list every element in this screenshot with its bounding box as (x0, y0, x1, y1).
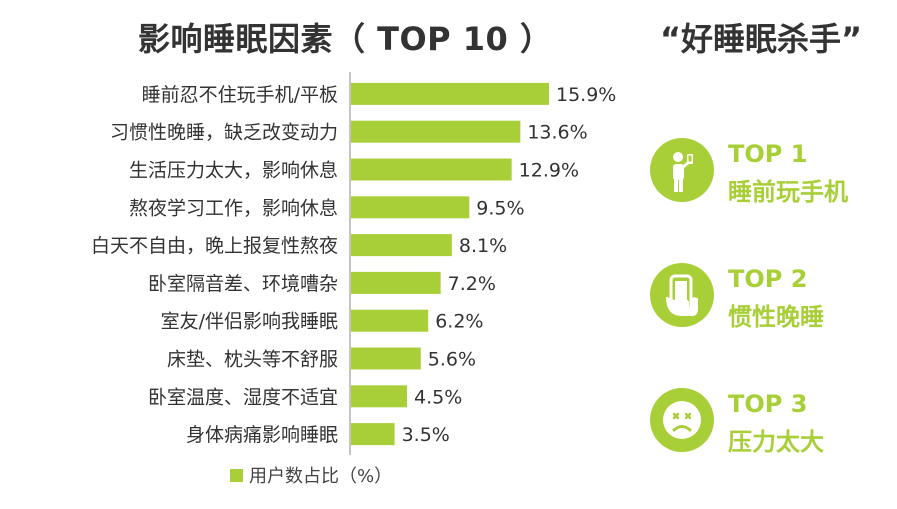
value-label: 12.9% (519, 160, 579, 182)
killer-rank: TOP 1 (728, 140, 808, 168)
legend: 用户数占比（%） (230, 462, 392, 488)
legend-label: 用户数占比（%） (249, 466, 393, 487)
value-label: 5.6% (428, 349, 476, 371)
value-label: 15.9% (556, 84, 616, 106)
bar (351, 423, 395, 446)
killer-top-1: TOP 1 睡前玩手机 (650, 138, 890, 208)
killer-rank: TOP 2 (728, 265, 808, 293)
person-phone-icon (650, 138, 714, 202)
bar (351, 347, 421, 370)
killer-top-3: TOP 3 压力太大 (650, 388, 890, 458)
bar (351, 196, 470, 219)
category-label: 白天不自由，晚上报复性熬夜 (91, 235, 338, 257)
legend-swatch (230, 468, 243, 482)
category-label: 睡前忍不住玩手机/平板 (142, 84, 338, 106)
bar (351, 309, 429, 332)
value-label: 9.5% (476, 197, 524, 219)
category-label: 床垫、枕头等不舒服 (167, 349, 338, 371)
bar (351, 120, 521, 143)
stressed-face-icon (650, 388, 714, 452)
category-label: 室友/伴侣影响我睡眠 (161, 311, 338, 333)
killer-name: 压力太大 (728, 428, 824, 456)
value-label: 7.2% (448, 273, 496, 295)
killers-title: “好睡眠杀手” (660, 20, 863, 58)
value-label: 3.5% (402, 424, 450, 446)
category-label: 熬夜学习工作，影响休息 (129, 197, 338, 219)
killer-name: 惯性晚睡 (728, 303, 824, 331)
value-label: 4.5% (414, 386, 462, 408)
value-label: 6.2% (435, 311, 483, 333)
category-label: 卧室隔音差、环境嘈杂 (148, 273, 338, 295)
bar (351, 158, 512, 181)
bar (351, 271, 441, 294)
category-label: 生活压力太大，影响休息 (129, 160, 338, 182)
killer-name: 睡前玩手机 (728, 178, 848, 206)
bar-chart: 睡前忍不住玩手机/平板 15.9% 习惯性晚睡，缺乏改变动力 13.6% 生活压力太大，… (91, 72, 616, 455)
hand-phone-icon (650, 263, 714, 327)
bar (351, 82, 549, 105)
bar (351, 234, 452, 257)
value-label: 8.1% (459, 235, 507, 257)
bar (351, 385, 408, 408)
category-label: 习惯性晚睡，缺乏改变动力 (110, 122, 338, 144)
killer-rank: TOP 3 (728, 390, 808, 418)
value-label: 13.6% (527, 122, 587, 144)
category-label: 卧室温度、湿度不适宜 (148, 386, 338, 408)
chart-title: 影响睡眠因素（ TOP 10 ） (138, 20, 553, 58)
category-label: 身体病痛影响睡眠 (186, 424, 338, 446)
killer-top-2: TOP 2 惯性晚睡 (650, 263, 890, 333)
